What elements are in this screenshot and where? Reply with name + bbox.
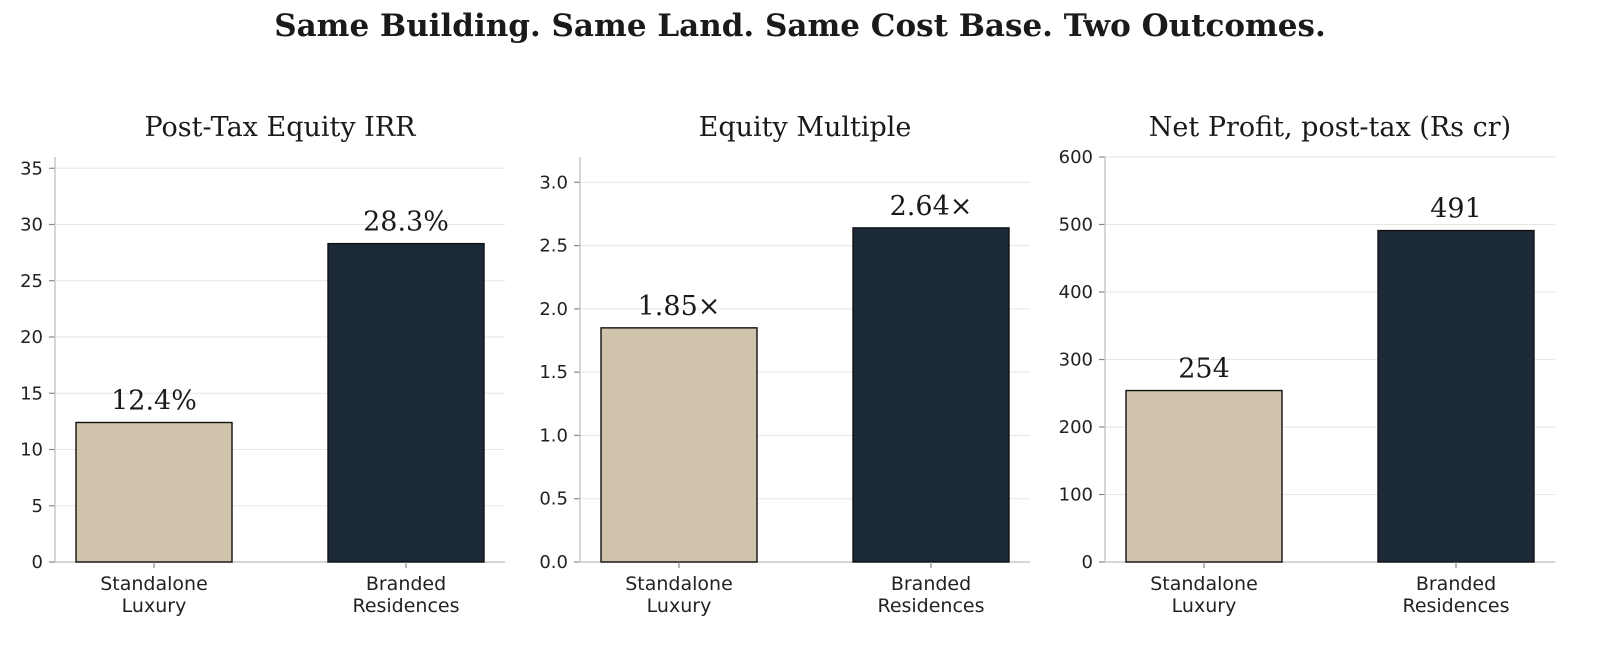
data-label: 491 xyxy=(1430,194,1482,225)
y-tick-label: 0.5 xyxy=(539,489,568,510)
chart-panel-3: Net Profit, post-tax (Rs cr) 0 100 200 300 40… xyxy=(1059,112,1555,617)
bar-branded-residences xyxy=(1377,229,1535,563)
data-label: 12.4% xyxy=(111,386,197,417)
y-tick-label: 2.5 xyxy=(539,236,568,257)
y-tick-label: 1.0 xyxy=(539,425,568,446)
y-tick-label: 5 xyxy=(32,496,43,517)
bar-standalone-luxury xyxy=(1125,389,1283,563)
x-tick-label: Branded Residences xyxy=(352,573,459,617)
data-label: 1.85× xyxy=(638,291,721,322)
data-label: 254 xyxy=(1178,354,1230,385)
x-tick-label: Standalone Luxury xyxy=(100,573,208,617)
x-tick-label: Standalone Luxury xyxy=(1150,573,1258,617)
x-tick-label: Branded Residences xyxy=(877,573,984,617)
y-tick-label: 300 xyxy=(1059,350,1093,371)
chart-panel-2: Equity Multiple 0.0 0.5 1.0 1.5 2.0 2.5 3.0 1.85… xyxy=(539,112,1030,617)
y-tick-label: 35 xyxy=(20,158,43,179)
data-label: 28.3% xyxy=(363,207,449,238)
y-tick-label: 10 xyxy=(20,440,43,461)
y-tick-label: 400 xyxy=(1059,282,1093,303)
y-tick-label: 0 xyxy=(1082,552,1093,573)
panel-title: Net Profit, post-tax (Rs cr) xyxy=(1149,112,1511,143)
y-tick-label: 2.0 xyxy=(539,299,568,320)
bar-standalone-luxury xyxy=(600,327,758,563)
y-tick-label: 25 xyxy=(20,271,43,292)
figure-title: Same Building. Same Land. Same Cost Base… xyxy=(274,8,1326,44)
panel-title: Equity Multiple xyxy=(699,112,912,143)
chart-panel-1: Post-Tax Equity IRR 0 5 10 15 20 25 30 35 12.4% St… xyxy=(20,112,505,617)
x-tick-label: Branded Residences xyxy=(1402,573,1509,617)
y-tick-label: 100 xyxy=(1059,485,1093,506)
y-tick-label: 1.5 xyxy=(539,362,568,383)
y-tick-label: 0.0 xyxy=(539,552,568,573)
bar-branded-residences xyxy=(852,227,1010,563)
y-tick-label: 0 xyxy=(32,552,43,573)
y-tick-label: 200 xyxy=(1059,417,1093,438)
bar-branded-residences xyxy=(327,242,485,563)
bar-standalone-luxury xyxy=(75,421,233,563)
y-tick-label: 30 xyxy=(20,215,43,236)
y-tick-label: 20 xyxy=(20,327,43,348)
x-tick-label: Standalone Luxury xyxy=(625,573,733,617)
y-tick-label: 500 xyxy=(1059,215,1093,236)
data-label: 2.64× xyxy=(890,191,973,222)
y-tick-label: 3.0 xyxy=(539,172,568,193)
y-tick-label: 15 xyxy=(20,383,43,404)
y-tick-label: 600 xyxy=(1059,147,1093,168)
panel-title: Post-Tax Equity IRR xyxy=(144,112,416,143)
